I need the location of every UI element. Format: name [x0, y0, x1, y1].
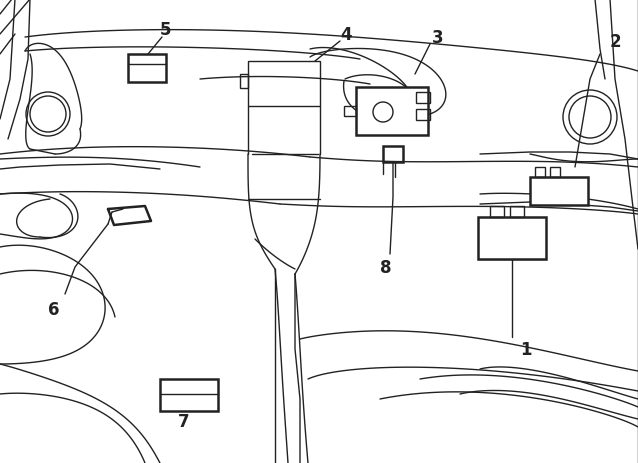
Text: 2: 2: [610, 33, 621, 51]
Bar: [356, 88, 428, 136]
Bar: [510, 206, 524, 218]
Bar: [248, 62, 320, 107]
Bar: [490, 206, 504, 218]
Text: 6: 6: [48, 300, 59, 319]
Text: 8: 8: [380, 258, 392, 276]
Text: 1: 1: [520, 340, 531, 358]
Bar: [550, 168, 560, 178]
Text: 7: 7: [178, 412, 189, 430]
Bar: [383, 147, 403, 163]
Bar: [416, 93, 430, 104]
Bar: [535, 168, 545, 178]
Bar: [478, 218, 546, 259]
Text: 5: 5: [160, 21, 172, 39]
Bar: [240, 75, 248, 89]
Text: 4: 4: [340, 26, 352, 44]
Bar: [416, 110, 430, 121]
Text: 3: 3: [432, 29, 443, 47]
Bar: [344, 107, 356, 117]
Bar: [128, 55, 166, 83]
Bar: [530, 178, 588, 206]
Bar: [160, 379, 218, 411]
